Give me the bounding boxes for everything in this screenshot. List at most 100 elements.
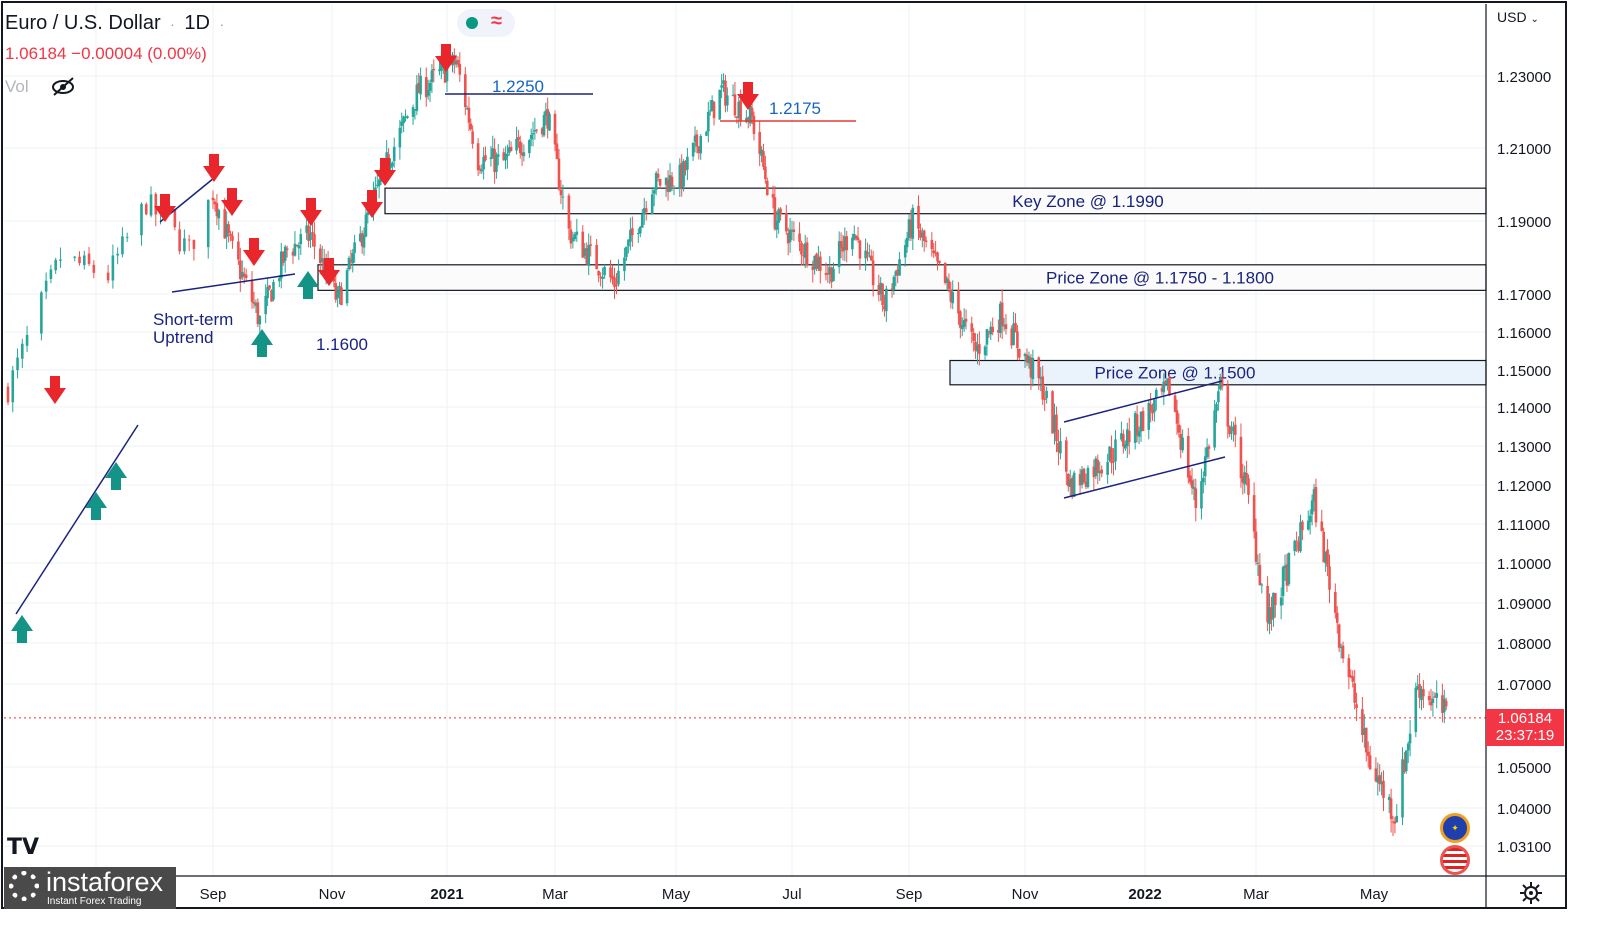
brand-tagline: Instant Forex Trading bbox=[47, 896, 142, 907]
candle-body bbox=[440, 63, 443, 71]
candle-body bbox=[708, 110, 712, 112]
candle-body bbox=[949, 289, 953, 302]
candle-body bbox=[589, 244, 593, 246]
indicator-pill[interactable]: ≈ bbox=[457, 9, 515, 37]
candle-body bbox=[1133, 413, 1137, 443]
candle-body bbox=[917, 205, 920, 229]
candle-body bbox=[710, 99, 714, 112]
candle-body bbox=[898, 259, 901, 276]
candle-body bbox=[415, 84, 419, 112]
candle-body bbox=[217, 210, 221, 219]
candle-body bbox=[546, 109, 549, 129]
candle-body bbox=[903, 245, 907, 258]
candle-body bbox=[299, 234, 303, 245]
candle-body bbox=[1168, 377, 1171, 396]
candle-body bbox=[504, 154, 507, 161]
candle-body bbox=[883, 305, 886, 310]
candle-body bbox=[493, 149, 496, 173]
candle-body bbox=[1000, 302, 1004, 326]
trend-line bbox=[1063, 456, 1226, 499]
tradingview-logo-icon[interactable]: 𝗧𝗩 bbox=[7, 835, 40, 860]
candle-body bbox=[828, 267, 832, 275]
candle-body bbox=[237, 241, 240, 260]
candle-body bbox=[507, 147, 511, 153]
candle-body bbox=[1125, 429, 1129, 447]
candle-body bbox=[496, 154, 500, 157]
axes: 1.23000 1.21000 1.19000 1.17000 1.16000 1.150… bbox=[1, 1, 1567, 909]
currency-button[interactable]: USD ⌄ bbox=[1497, 9, 1539, 25]
interval-label[interactable]: 1D bbox=[184, 12, 210, 34]
candle-body bbox=[750, 107, 754, 117]
candle-body bbox=[609, 267, 612, 278]
candle-body bbox=[1100, 469, 1104, 474]
candle-body bbox=[932, 250, 936, 254]
candle-body bbox=[1141, 411, 1145, 431]
candle-body bbox=[392, 146, 396, 162]
candle-body bbox=[1218, 378, 1222, 390]
price-change-line: 1.06184 −0.00004 (0.00%) bbox=[5, 44, 207, 63]
candle-body bbox=[443, 64, 447, 83]
candle-body bbox=[1202, 477, 1205, 483]
candle-body bbox=[758, 131, 761, 154]
candle-body bbox=[264, 295, 267, 315]
candle-body bbox=[722, 80, 725, 85]
candle-body bbox=[843, 236, 847, 251]
down-arrow-icon bbox=[44, 376, 66, 404]
candle-body bbox=[627, 239, 630, 247]
candle-body bbox=[678, 164, 682, 189]
candle-body bbox=[1405, 750, 1408, 772]
candle-body bbox=[1408, 733, 1412, 744]
candle-body bbox=[800, 242, 803, 255]
symbol-title[interactable]: Euro / U.S. Dollar bbox=[5, 12, 161, 34]
candle-body bbox=[506, 153, 509, 157]
candle-body bbox=[16, 357, 19, 371]
candle-body bbox=[1429, 701, 1433, 706]
candle-body bbox=[398, 127, 402, 148]
candle-body bbox=[458, 63, 462, 75]
candle-body bbox=[752, 115, 756, 134]
candle-body bbox=[974, 341, 977, 351]
candle-body bbox=[215, 203, 219, 217]
candle-body bbox=[25, 334, 29, 346]
candle-body bbox=[270, 290, 273, 302]
currency-label: USD bbox=[1497, 9, 1527, 25]
candle-body bbox=[389, 164, 392, 168]
candle-body bbox=[1179, 433, 1183, 450]
candle-body bbox=[1443, 698, 1446, 713]
candle-body bbox=[242, 273, 246, 277]
down-arrow-icon bbox=[361, 190, 383, 218]
candle-body bbox=[1017, 348, 1021, 358]
candle-body bbox=[258, 316, 262, 325]
candle-body bbox=[1147, 402, 1151, 430]
settings-gear-icon[interactable] bbox=[1519, 881, 1543, 905]
us-flag-icon[interactable] bbox=[1440, 845, 1470, 875]
last-price-value: 1.06184 bbox=[1497, 710, 1553, 727]
candle-body bbox=[1012, 323, 1015, 346]
hidden-eye-icon[interactable] bbox=[51, 76, 77, 98]
candle-body bbox=[597, 271, 600, 276]
candle-body bbox=[1066, 473, 1070, 487]
eu-flag-icon[interactable]: ✦ bbox=[1440, 813, 1470, 843]
candle-body bbox=[1279, 597, 1283, 606]
x-tick-label: Jul bbox=[782, 886, 801, 903]
candle-body bbox=[959, 311, 962, 328]
candle-body bbox=[924, 240, 928, 243]
candle-body bbox=[476, 143, 480, 171]
candle-body bbox=[125, 236, 129, 238]
market-open-dot-icon bbox=[466, 17, 478, 29]
candle-body bbox=[1166, 378, 1169, 385]
candle-body bbox=[1151, 410, 1154, 414]
candle-body bbox=[921, 232, 924, 238]
candle-body bbox=[718, 89, 722, 120]
candle-body bbox=[885, 288, 888, 312]
candle-body bbox=[938, 260, 941, 264]
candle-body bbox=[1274, 593, 1277, 606]
candle-body bbox=[1378, 775, 1381, 784]
candle-body bbox=[1395, 815, 1399, 823]
candle-body bbox=[1364, 727, 1368, 753]
candle-body bbox=[1418, 684, 1421, 698]
candle-body bbox=[613, 277, 616, 287]
candle-body bbox=[775, 220, 779, 230]
candle-body bbox=[951, 291, 955, 304]
